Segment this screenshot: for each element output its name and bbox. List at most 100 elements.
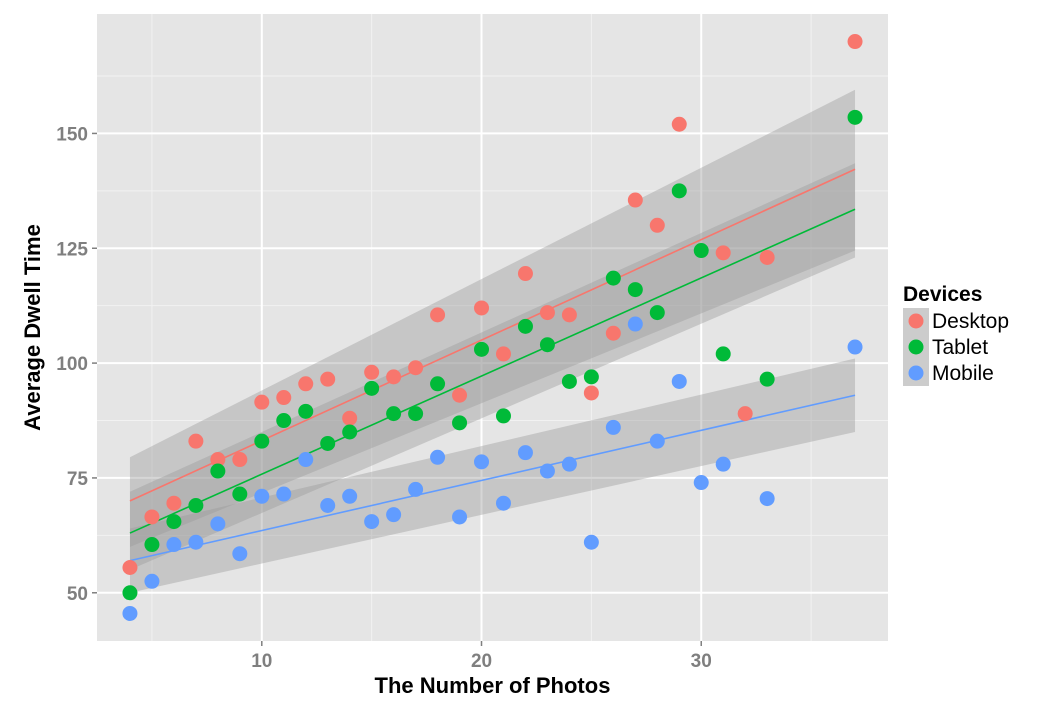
data-point-tablet [122,585,138,601]
data-point-tablet [627,282,643,298]
data-point-tablet [583,369,599,385]
data-point-tablet [144,537,160,553]
data-point-desktop [254,394,270,410]
data-point-mobile [759,491,775,507]
data-point-tablet [671,183,687,199]
plot-panel [97,14,888,641]
x-axis-ticks: 10 20 30 [251,641,712,672]
trend-lines [129,168,856,562]
data-point-desktop [495,346,511,362]
y-tick-label: 50 [67,584,88,605]
data-point-desktop [364,364,380,380]
legend-label-desktop: Desktop [932,310,1009,333]
data-point-mobile [430,449,446,465]
data-point-tablet [408,406,424,422]
data-point-mobile [671,373,687,389]
data-point-desktop [715,245,731,261]
data-point-tablet [210,463,226,479]
data-points [122,34,863,621]
y-tick-label: 75 [67,469,89,490]
confidence-band-desktop [129,89,856,547]
data-point-mobile [166,537,182,553]
data-point-mobile [122,605,138,621]
confidence-band-mobile [129,358,856,593]
data-point-tablet [430,376,446,392]
data-point-desktop [605,325,621,341]
data-point-mobile [298,452,314,468]
x-tick-label: 30 [691,651,712,672]
data-point-desktop [430,307,446,323]
data-point-tablet [715,346,731,362]
data-point-mobile [627,316,643,332]
data-point-mobile [386,507,402,523]
legend-marker-tablet [908,339,924,355]
data-point-mobile [144,573,160,589]
data-point-mobile [495,495,511,511]
data-point-mobile [342,488,358,504]
trend-line-tablet [129,208,856,534]
data-point-desktop [232,452,248,468]
data-point-mobile [188,534,204,550]
legend-marker-mobile [908,365,924,381]
data-point-mobile [539,463,555,479]
data-point-tablet [298,403,314,419]
data-point-mobile [364,514,380,530]
trend-line-desktop [129,168,856,502]
confidence-band-tablet [129,163,856,570]
data-point-mobile [649,433,665,449]
data-point-mobile [847,339,863,355]
data-point-desktop [144,509,160,525]
data-point-desktop [671,116,687,132]
data-point-tablet [649,305,665,321]
data-point-mobile [254,488,270,504]
data-point-tablet [759,371,775,387]
data-point-tablet [605,270,621,286]
data-point-mobile [561,456,577,472]
data-point-tablet [232,486,248,502]
x-axis-title: The Number of Photos [375,673,611,698]
confidence-bands [129,89,856,593]
data-point-mobile [583,534,599,550]
data-point-mobile [276,486,292,502]
data-point-tablet [474,341,490,357]
data-point-desktop [298,376,314,392]
y-tick-label: 100 [56,354,88,375]
data-point-tablet [342,424,358,440]
data-point-mobile [605,419,621,435]
legend-label-tablet: Tablet [932,336,988,359]
data-point-desktop [210,452,226,468]
data-point-tablet [452,415,468,431]
trend-line-mobile [129,394,856,562]
data-point-desktop [517,266,533,282]
data-point-tablet [693,243,709,259]
data-point-desktop [166,495,182,511]
legend-marker-desktop [908,313,924,329]
data-point-desktop [408,360,424,376]
data-point-desktop [122,560,138,576]
data-point-mobile [474,454,490,470]
y-tick-label: 150 [56,124,88,145]
data-point-desktop [539,305,555,321]
data-point-desktop [276,390,292,406]
data-point-mobile [320,497,336,513]
data-point-desktop [320,371,336,387]
data-point-mobile [693,475,709,491]
data-point-desktop [627,192,643,208]
data-point-desktop [188,433,204,449]
data-point-tablet [847,109,863,125]
data-point-mobile [715,456,731,472]
legend: Devices Desktop Tablet Mobile [903,283,1009,386]
y-tick-label: 125 [56,239,88,260]
data-point-desktop [342,410,358,426]
data-point-desktop [474,300,490,316]
data-point-tablet [517,318,533,334]
x-tick-label: 10 [251,651,272,672]
legend-title: Devices [903,283,982,306]
data-point-desktop [847,34,863,50]
data-point-tablet [276,413,292,429]
data-point-tablet [166,514,182,530]
y-axis-title: Average Dwell Time [20,224,45,431]
x-tick-label: 20 [471,651,492,672]
data-point-desktop [561,307,577,323]
